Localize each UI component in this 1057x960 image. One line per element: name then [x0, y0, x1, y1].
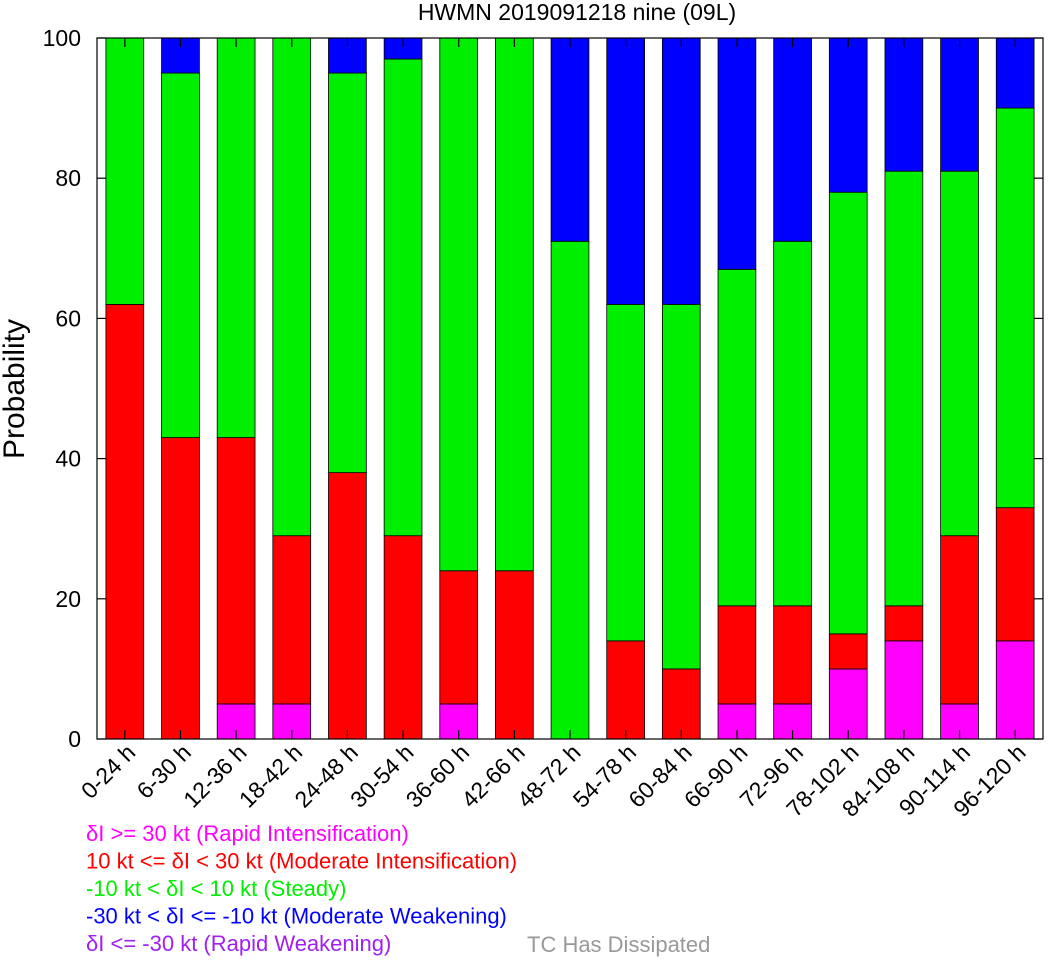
bar-segment — [550, 37, 590, 242]
bar-segment — [606, 37, 645, 305]
bar-segment — [884, 37, 924, 172]
legend-entry: -30 kt < δI <= -10 kt (Moderate Weakenin… — [86, 904, 507, 929]
bar-segment — [995, 640, 1035, 740]
bar-segment — [328, 72, 367, 474]
bar-segment — [828, 633, 868, 670]
ticks-layer — [97, 37, 1043, 740]
y-tick-label: 60 — [55, 305, 81, 331]
bar-segment — [606, 303, 645, 642]
bar-segment — [940, 170, 979, 537]
y-tick-label: 100 — [43, 25, 81, 51]
legend-entry: -10 kt < δI < 10 kt (Steady) — [86, 876, 346, 901]
bar-segment — [495, 570, 534, 740]
bar-segment — [940, 535, 979, 705]
bars-layer — [105, 37, 1035, 740]
bar-segment — [439, 570, 479, 705]
bar-segment — [717, 605, 757, 705]
bar-segment — [272, 37, 312, 537]
x-tick-label: 0-24 h — [76, 739, 141, 804]
bar-segment — [161, 437, 200, 740]
y-tick-label: 0 — [68, 726, 81, 752]
dissipated-label: TC Has Dissipated — [527, 932, 710, 957]
bar-segment — [550, 240, 590, 740]
bar-segment — [717, 37, 757, 270]
bar-segment — [828, 37, 868, 193]
bar-segment — [105, 303, 145, 740]
bar-segment — [661, 37, 701, 305]
bar-segment — [216, 437, 256, 705]
chart-title: HWMN 2019091218 nine (09L) — [418, 0, 736, 25]
legend-entry: δI <= -30 kt (Rapid Weakening) — [86, 931, 391, 956]
bar-segment — [328, 37, 367, 74]
bar-segment — [940, 37, 979, 172]
y-tick-label: 40 — [55, 446, 81, 472]
bar-segment — [717, 268, 757, 607]
legend-entry: 10 kt <= δI < 30 kt (Moderate Intensific… — [86, 849, 517, 874]
bar-segment — [439, 37, 479, 572]
y-axis-label: Probability — [0, 319, 31, 459]
bar-segment — [828, 668, 868, 740]
bar-segment — [828, 191, 868, 635]
x-tick-labels: 0-24 h6-30 h12-36 h18-42 h24-48 h30-54 h… — [76, 739, 1031, 822]
legend: δI >= 30 kt (Rapid Intensification) 10 kt… — [86, 821, 517, 956]
bar-segment — [495, 37, 534, 572]
bar-segment — [995, 107, 1035, 509]
y-tick-label: 20 — [55, 586, 81, 612]
legend-entry: δI >= 30 kt (Rapid Intensification) — [86, 821, 409, 846]
bar-segment — [884, 605, 924, 642]
bar-segment — [884, 170, 924, 607]
bar-segment — [606, 640, 645, 740]
bar-segment — [884, 640, 924, 740]
bar-segment — [161, 72, 200, 438]
bar-segment — [995, 507, 1035, 642]
bar-segment — [773, 37, 812, 242]
bar-segment — [661, 668, 701, 740]
bar-segment — [383, 58, 423, 537]
bar-segment — [328, 472, 367, 740]
bar-segment — [383, 535, 423, 740]
bar-segment — [995, 37, 1035, 109]
bar-segment — [773, 605, 812, 705]
bar-segment — [272, 535, 312, 705]
bar-segment — [773, 240, 812, 607]
bar-segment — [105, 37, 145, 305]
bar-segment — [661, 303, 701, 670]
y-tick-label: 80 — [55, 165, 81, 191]
bar-segment — [216, 37, 256, 438]
y-tick-labels: 0 20 40 60 80 100 — [43, 25, 81, 752]
